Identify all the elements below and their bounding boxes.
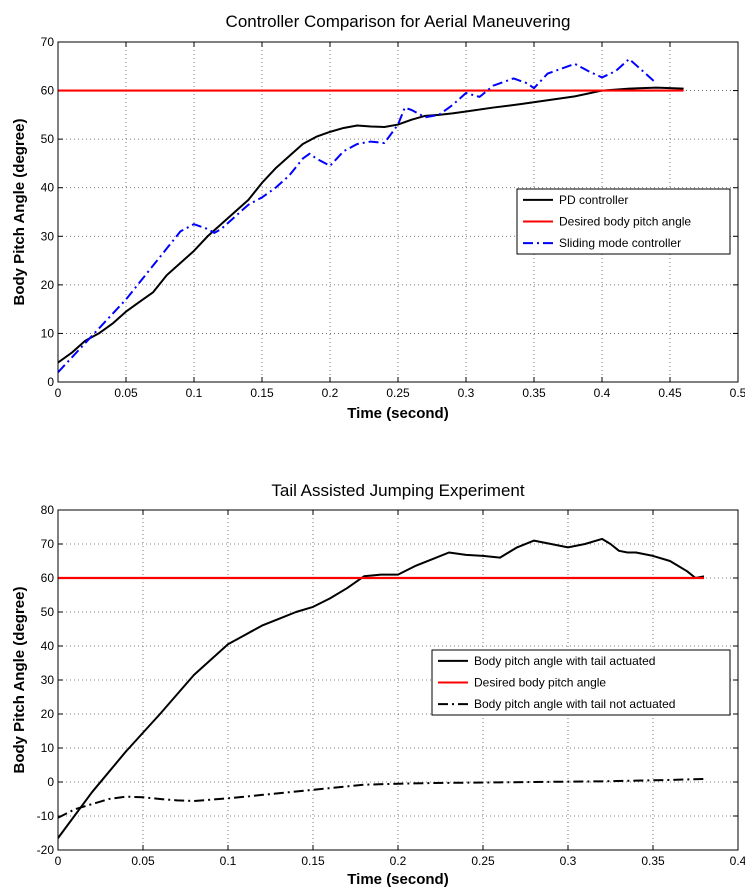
y-axis-label: Body Pitch Angle (degree) xyxy=(11,119,28,306)
y-tick-label: 20 xyxy=(41,278,55,292)
y-tick-label: 40 xyxy=(41,181,55,195)
series-line-1 xyxy=(58,537,705,839)
legend-box xyxy=(431,649,731,716)
y-tick-label: 30 xyxy=(41,673,55,687)
chart-1: 0 0.05 0.1 0.15 0.2 0.25 0.3 0.35 0.4 0.45 0.5 0 10 2… xyxy=(11,12,745,422)
x-axis-label: Time (second) xyxy=(347,405,448,422)
x-tick-label: 0.35 xyxy=(522,386,546,400)
x-tick-label: 0.25 xyxy=(471,854,495,868)
legend-label-3: Sliding mode controller xyxy=(559,236,681,250)
y-tick-label: 30 xyxy=(41,229,55,243)
legend-label-3: Body pitch angle with tail not actuated xyxy=(474,697,675,711)
y-tick-label: 0 xyxy=(47,375,54,389)
legend-label-2: Desired body pitch angle xyxy=(474,676,606,690)
y-tick-label: 60 xyxy=(41,84,55,98)
x-tick-label: 0 xyxy=(55,854,62,868)
y-tick-label: 80 xyxy=(41,503,55,517)
series-line-1 xyxy=(58,86,684,364)
chart-title: Tail Assisted Jumping Experiment xyxy=(271,481,525,500)
x-tick-label: 0.15 xyxy=(250,386,274,400)
x-axis-label: Time (second) xyxy=(347,871,448,888)
legend-label-1: PD controller xyxy=(559,193,628,207)
y-tick-label: 70 xyxy=(41,537,55,551)
y-tick-label: -10 xyxy=(37,809,55,823)
x-tick-label: 0.1 xyxy=(220,854,237,868)
y-tick-label: 40 xyxy=(41,639,55,653)
chart-title: Controller Comparison for Aerial Maneuve… xyxy=(226,12,571,31)
x-tick-label: 0.2 xyxy=(390,854,407,868)
y-tick-label: 70 xyxy=(41,35,55,49)
x-tick-label: 0.4 xyxy=(594,386,611,400)
y-tick-label: 10 xyxy=(41,741,55,755)
x-tick-label: 0.4 xyxy=(730,854,745,868)
x-tick-label: 0.45 xyxy=(658,386,682,400)
x-tick-label: 0.15 xyxy=(301,854,325,868)
plot-frame xyxy=(57,509,739,851)
y-tick-label: 50 xyxy=(41,132,55,146)
plot-frame xyxy=(57,41,739,383)
y-tick-label: 60 xyxy=(41,571,55,585)
x-tick-label: 0.05 xyxy=(131,854,155,868)
y-tick-label: 50 xyxy=(41,605,55,619)
x-tick-label: 0.35 xyxy=(641,854,665,868)
series-line-3 xyxy=(58,777,705,819)
legend-label-1: Body pitch angle with tail actuated xyxy=(474,654,655,668)
y-tick-label: 20 xyxy=(41,707,55,721)
x-tick-label: 0.5 xyxy=(730,386,745,400)
legend-label-2: Desired body pitch angle xyxy=(559,215,691,229)
x-tick-label: 0.3 xyxy=(458,386,475,400)
chart-2: 0 0.05 0.1 0.15 0.2 0.25 0.3 0.35 0.4 -20 -10 0 10 20… xyxy=(11,481,745,888)
legend: Body pitch angle with tail actuated Desir… xyxy=(431,649,731,716)
x-tick-label: 0.25 xyxy=(386,386,410,400)
x-tick-label: 0.3 xyxy=(560,854,577,868)
x-tick-label: 0.1 xyxy=(186,386,203,400)
x-tick-label: 0.2 xyxy=(322,386,339,400)
x-tick-label: 0 xyxy=(55,386,62,400)
y-axis-label: Body Pitch Angle (degree) xyxy=(11,587,28,774)
y-tick-label: 0 xyxy=(47,775,54,789)
y-tick-label: -20 xyxy=(37,843,55,857)
x-tick-label: 0.05 xyxy=(114,386,138,400)
y-tick-label: 10 xyxy=(41,326,55,340)
legend: PD controller Desired body pitch angle Sli… xyxy=(516,188,731,255)
